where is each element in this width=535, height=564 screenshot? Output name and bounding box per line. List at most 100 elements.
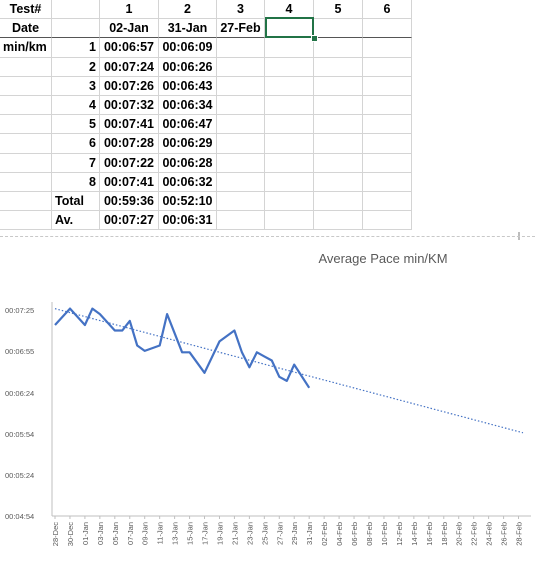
cell-r3-c4[interactable] (217, 57, 265, 77)
cell-r9-c0[interactable] (0, 172, 52, 192)
cell-r5-c0[interactable] (0, 96, 52, 116)
cell-r11-c0[interactable] (0, 211, 52, 231)
cell-r11-c3[interactable]: 00:06:31 (159, 211, 217, 231)
cell-r4-c5[interactable] (265, 76, 314, 96)
cell-r7-c4[interactable] (217, 134, 265, 154)
cell-r6-c5[interactable] (265, 115, 314, 135)
cell-r4-c0[interactable] (0, 76, 52, 96)
cell-r3-c3[interactable]: 00:06:26 (159, 57, 217, 77)
x-tick-label: 21-Jan (230, 522, 239, 545)
cell-r6-c4[interactable] (217, 115, 265, 135)
cell-r10-c6[interactable] (314, 192, 363, 212)
cell-r10-c7[interactable] (363, 192, 412, 212)
cell-r11-c4[interactable] (217, 211, 265, 231)
cell-r0-c3[interactable]: 2 (159, 0, 217, 20)
cell-r4-c2[interactable]: 00:07:26 (100, 76, 159, 96)
cell-r11-c5[interactable] (265, 211, 314, 231)
cell-r0-c4[interactable]: 3 (217, 0, 265, 20)
cell-r0-c7[interactable]: 6 (363, 0, 412, 20)
cell-r5-c7[interactable] (363, 96, 412, 116)
cell-r1-c2[interactable]: 02-Jan (100, 19, 159, 39)
series-line-average-pace[interactable] (54, 307, 311, 389)
cell-r2-c0[interactable]: min/km (0, 38, 52, 58)
cell-r8-c5[interactable] (265, 153, 314, 173)
cell-r6-c2[interactable]: 00:07:41 (100, 115, 159, 135)
cell-r10-c4[interactable] (217, 192, 265, 212)
cell-r7-c5[interactable] (265, 134, 314, 154)
cell-r8-c1[interactable]: 7 (52, 153, 100, 173)
cell-r1-c4[interactable]: 27-Feb (217, 19, 265, 39)
cell-r2-c3[interactable]: 00:06:09 (159, 38, 217, 58)
cell-r11-c2[interactable]: 00:07:27 (100, 211, 159, 231)
cell-r6-c3[interactable]: 00:06:47 (159, 115, 217, 135)
cell-r10-c5[interactable] (265, 192, 314, 212)
cell-r2-c4[interactable] (217, 38, 265, 58)
cell-r1-c1[interactable] (52, 19, 100, 39)
cell-r10-c1[interactable]: Total (52, 192, 100, 212)
cell-r3-c1[interactable]: 2 (52, 57, 100, 77)
cell-r7-c7[interactable] (363, 134, 412, 154)
cell-r5-c4[interactable] (217, 96, 265, 116)
cell-r2-c2[interactable]: 00:06:57 (100, 38, 159, 58)
cell-r6-c6[interactable] (314, 115, 363, 135)
cell-r2-c1[interactable]: 1 (52, 38, 100, 58)
cell-r9-c1[interactable]: 8 (52, 172, 100, 192)
cell-r9-c6[interactable] (314, 172, 363, 192)
average-pace-chart[interactable]: Average Pace min/KM 00:04:5400:05:2400:0… (0, 240, 535, 564)
cell-r0-c1[interactable] (52, 0, 100, 20)
cell-r5-c6[interactable] (314, 96, 363, 116)
cell-r0-c2[interactable]: 1 (100, 0, 159, 20)
cell-r0-c6[interactable]: 5 (314, 0, 363, 20)
cell-r8-c0[interactable] (0, 153, 52, 173)
cell-r2-c6[interactable] (314, 38, 363, 58)
cell-r4-c6[interactable] (314, 76, 363, 96)
cell-r11-c7[interactable] (363, 211, 412, 231)
cell-r3-c7[interactable] (363, 57, 412, 77)
cell-r5-c3[interactable]: 00:06:34 (159, 96, 217, 116)
cell-r3-c5[interactable] (265, 57, 314, 77)
cell-r7-c2[interactable]: 00:07:28 (100, 134, 159, 154)
cell-r9-c2[interactable]: 00:07:41 (100, 172, 159, 192)
active-cell-selection[interactable] (265, 17, 314, 38)
cell-r5-c1[interactable]: 4 (52, 96, 100, 116)
y-tick-label: 00:05:24 (5, 471, 34, 480)
cell-r6-c1[interactable]: 5 (52, 115, 100, 135)
cell-r2-c7[interactable] (363, 38, 412, 58)
cell-r4-c4[interactable] (217, 76, 265, 96)
cell-r4-c1[interactable]: 3 (52, 76, 100, 96)
cell-r1-c6[interactable] (314, 19, 363, 39)
cell-r8-c7[interactable] (363, 153, 412, 173)
cell-r5-c2[interactable]: 00:07:32 (100, 96, 159, 116)
cell-r11-c1[interactable]: Av. (52, 211, 100, 231)
cell-r0-c0[interactable]: Test# (0, 0, 52, 20)
cell-r9-c3[interactable]: 00:06:32 (159, 172, 217, 192)
cell-r2-c5[interactable] (265, 38, 314, 58)
cell-r8-c3[interactable]: 00:06:28 (159, 153, 217, 173)
cell-r10-c0[interactable] (0, 192, 52, 212)
cell-r10-c2[interactable]: 00:59:36 (100, 192, 159, 212)
cell-r10-c3[interactable]: 00:52:10 (159, 192, 217, 212)
cell-r7-c1[interactable]: 6 (52, 134, 100, 154)
cell-r7-c3[interactable]: 00:06:29 (159, 134, 217, 154)
cell-r3-c6[interactable] (314, 57, 363, 77)
cell-r9-c4[interactable] (217, 172, 265, 192)
cell-r11-c6[interactable] (314, 211, 363, 231)
cell-r7-c0[interactable] (0, 134, 52, 154)
cell-r8-c6[interactable] (314, 153, 363, 173)
cell-r1-c3[interactable]: 31-Jan (159, 19, 217, 39)
cell-r6-c0[interactable] (0, 115, 52, 135)
cell-r5-c5[interactable] (265, 96, 314, 116)
cell-r4-c7[interactable] (363, 76, 412, 96)
fill-handle[interactable] (311, 35, 318, 42)
cell-r1-c7[interactable] (363, 19, 412, 39)
cell-r6-c7[interactable] (363, 115, 412, 135)
cell-r4-c3[interactable]: 00:06:43 (159, 76, 217, 96)
cell-r3-c0[interactable] (0, 57, 52, 77)
cell-r9-c5[interactable] (265, 172, 314, 192)
cell-r8-c4[interactable] (217, 153, 265, 173)
cell-r7-c6[interactable] (314, 134, 363, 154)
cell-r9-c7[interactable] (363, 172, 412, 192)
cell-r1-c0[interactable]: Date (0, 19, 52, 39)
cell-r8-c2[interactable]: 00:07:22 (100, 153, 159, 173)
cell-r3-c2[interactable]: 00:07:24 (100, 57, 159, 77)
